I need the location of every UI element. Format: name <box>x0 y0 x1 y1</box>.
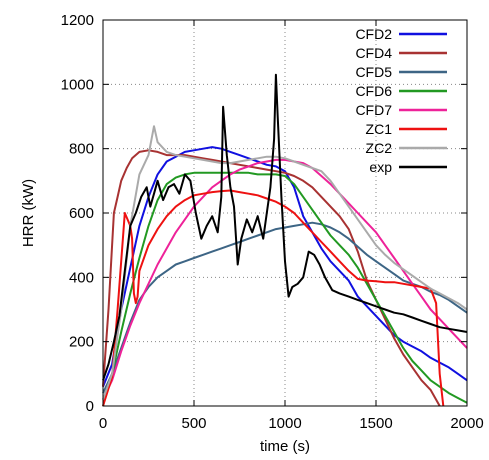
grid <box>103 20 467 406</box>
series-line-cfd6 <box>102 171 468 407</box>
legend-label-zc2: ZC2 <box>366 140 393 156</box>
y-tick-label: 1000 <box>61 76 94 93</box>
y-tick-label: 800 <box>69 141 94 158</box>
legend: CFD2 CFD4 CFD5 CFD6 CFD7 ZC1 ZC2 exp <box>355 26 447 175</box>
series-line-exp <box>102 73 468 381</box>
series-line-cfd5 <box>102 221 468 394</box>
y-tick-label: 600 <box>69 205 94 222</box>
y-tick-label: 400 <box>69 269 94 286</box>
legend-label-cfd5: CFD5 <box>355 64 392 80</box>
legend-label-cfd4: CFD4 <box>355 45 392 61</box>
x-tick-label: 1500 <box>359 415 392 432</box>
x-tick-label: 0 <box>99 415 107 432</box>
legend-label-exp: exp <box>369 159 392 175</box>
series-line-zc1 <box>102 189 445 407</box>
x-tick-label: 1000 <box>268 415 301 432</box>
y-tick-label: 1200 <box>61 12 94 29</box>
series-line-cfd4 <box>102 149 441 407</box>
y-tick-label: 0 <box>86 398 94 415</box>
legend-label-cfd2: CFD2 <box>355 26 392 42</box>
x-tick-label: 2000 <box>450 415 483 432</box>
x-tick-label: 500 <box>181 415 206 432</box>
series-lines <box>102 73 468 407</box>
x-axis-label: time (s) <box>260 438 310 455</box>
legend-label-zc1: ZC1 <box>366 121 393 137</box>
series-line-cfd2 <box>102 146 468 388</box>
legend-label-cfd6: CFD6 <box>355 83 392 99</box>
y-tick-label: 200 <box>69 334 94 351</box>
legend-label-cfd7: CFD7 <box>355 102 392 118</box>
axis-ticks: 0 500 1000 1500 2000 0 200 400 600 800 1000 1200 <box>61 12 484 432</box>
y-axis-label: HRR (kW) <box>20 179 37 247</box>
series-line-cfd7 <box>102 158 468 401</box>
